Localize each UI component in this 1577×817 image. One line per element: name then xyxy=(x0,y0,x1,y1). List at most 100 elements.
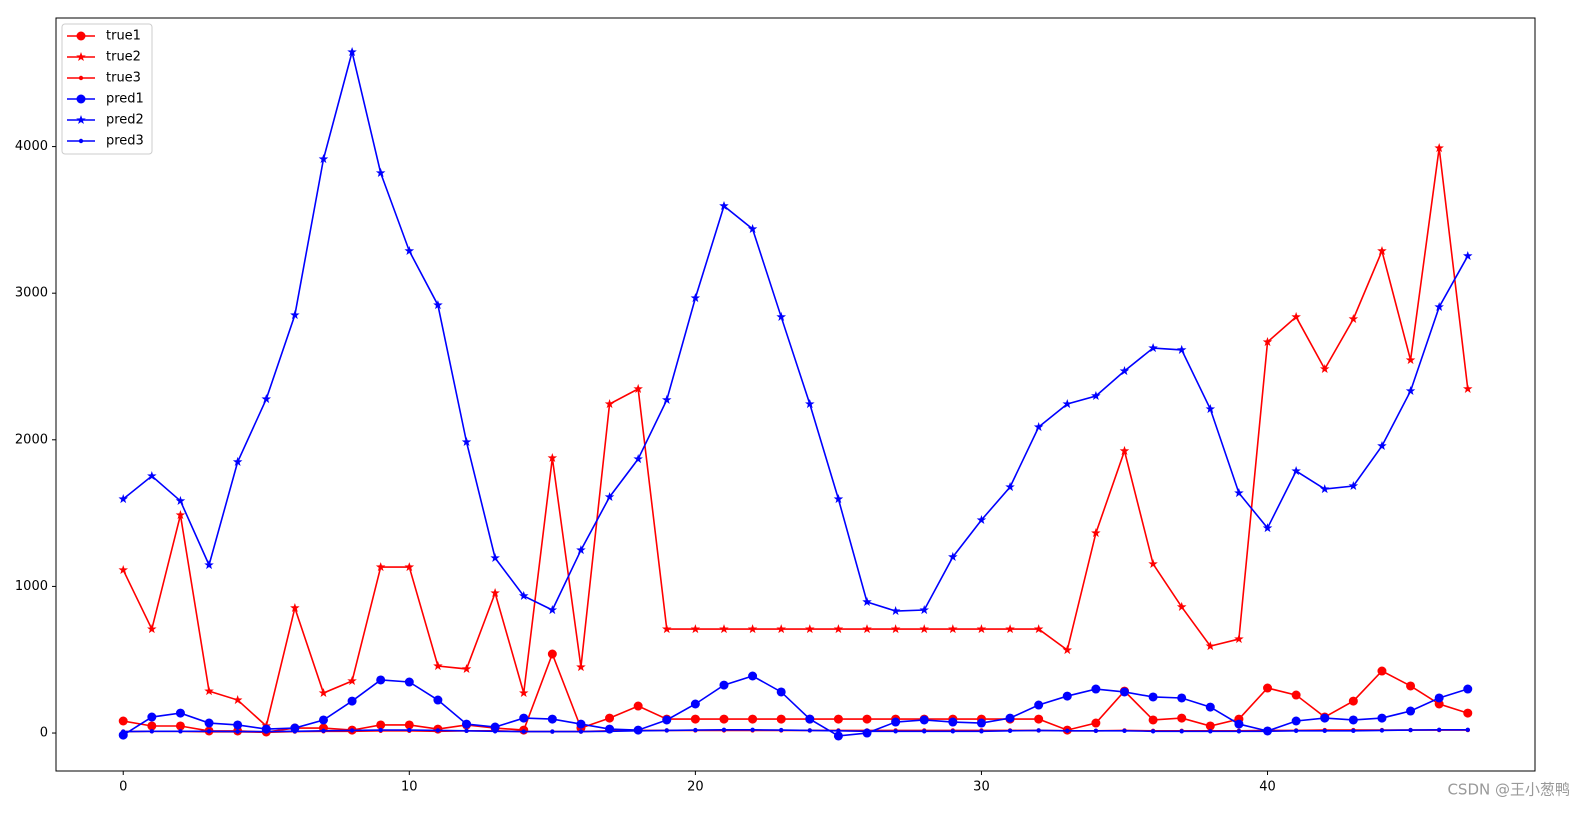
marker xyxy=(464,728,469,734)
marker xyxy=(1434,143,1444,153)
marker xyxy=(576,719,586,729)
marker xyxy=(1150,729,1156,734)
marker xyxy=(490,722,500,732)
marker xyxy=(862,714,872,724)
marker xyxy=(690,699,700,709)
marker xyxy=(1322,728,1327,734)
marker xyxy=(1463,684,1473,694)
marker xyxy=(1377,246,1387,255)
marker xyxy=(948,717,958,727)
marker xyxy=(805,399,815,409)
x-tick-label: 30 xyxy=(973,780,990,795)
marker xyxy=(1065,728,1070,734)
marker xyxy=(664,728,669,733)
marker xyxy=(1406,681,1416,691)
marker xyxy=(1234,719,1244,729)
marker xyxy=(76,94,86,104)
marker xyxy=(721,727,727,733)
marker xyxy=(78,75,84,81)
marker xyxy=(1205,721,1215,731)
marker xyxy=(833,494,844,504)
marker xyxy=(948,624,958,634)
marker xyxy=(807,728,813,733)
marker xyxy=(292,729,298,734)
marker xyxy=(1265,729,1270,734)
marker xyxy=(550,729,555,734)
marker xyxy=(750,727,755,733)
marker xyxy=(1405,386,1416,395)
legend-label: pred3 xyxy=(106,134,144,149)
marker xyxy=(547,649,557,659)
marker xyxy=(1148,715,1158,725)
series-line xyxy=(122,675,1469,737)
marker xyxy=(1005,713,1015,723)
marker xyxy=(1091,718,1101,728)
marker xyxy=(1434,693,1444,703)
marker xyxy=(1005,482,1015,492)
marker xyxy=(1148,343,1158,353)
marker xyxy=(1034,700,1044,710)
marker xyxy=(1291,311,1301,321)
marker xyxy=(318,688,329,697)
marker xyxy=(576,545,586,555)
marker xyxy=(435,728,441,733)
marker xyxy=(1033,422,1044,432)
marker xyxy=(118,565,128,574)
marker xyxy=(404,720,414,730)
y-tick-label: 4000 xyxy=(15,139,48,154)
marker xyxy=(604,399,615,409)
marker xyxy=(922,729,927,734)
series-line xyxy=(122,51,1469,612)
y-tick-label: 0 xyxy=(40,726,48,741)
marker xyxy=(719,624,729,634)
marker xyxy=(919,715,929,725)
marker xyxy=(118,716,128,726)
marker xyxy=(1320,484,1330,494)
marker xyxy=(1093,728,1099,734)
marker xyxy=(349,728,355,733)
marker xyxy=(204,718,214,728)
marker xyxy=(979,729,984,734)
marker xyxy=(1033,624,1044,634)
legend-label: true2 xyxy=(106,50,141,65)
marker xyxy=(690,293,701,303)
marker xyxy=(433,661,443,671)
marker xyxy=(1377,441,1387,450)
marker xyxy=(1034,714,1044,724)
marker xyxy=(776,714,786,724)
marker xyxy=(1348,314,1359,323)
marker xyxy=(1148,559,1158,568)
marker xyxy=(118,730,128,740)
marker xyxy=(547,453,558,462)
marker xyxy=(1062,399,1072,409)
marker xyxy=(1291,466,1301,476)
marker xyxy=(1463,251,1473,260)
marker xyxy=(891,717,901,727)
marker xyxy=(1062,691,1072,701)
marker xyxy=(521,729,526,734)
marker xyxy=(719,714,729,724)
marker xyxy=(890,606,901,616)
marker xyxy=(347,696,357,706)
watermark: CSDN @王小葱鸭 xyxy=(1447,781,1570,799)
marker xyxy=(1463,383,1473,393)
marker xyxy=(950,729,956,734)
marker xyxy=(1205,702,1215,712)
marker xyxy=(1405,355,1416,365)
marker xyxy=(318,154,329,164)
marker xyxy=(576,662,586,672)
marker xyxy=(1119,366,1130,376)
marker xyxy=(833,731,843,741)
marker xyxy=(948,551,958,561)
marker xyxy=(1062,645,1072,655)
marker xyxy=(778,727,784,733)
marker xyxy=(1293,728,1299,734)
marker xyxy=(1234,634,1244,644)
marker xyxy=(433,300,443,310)
marker xyxy=(662,715,672,725)
marker xyxy=(1351,728,1356,734)
marker xyxy=(690,714,700,724)
marker xyxy=(433,695,443,705)
